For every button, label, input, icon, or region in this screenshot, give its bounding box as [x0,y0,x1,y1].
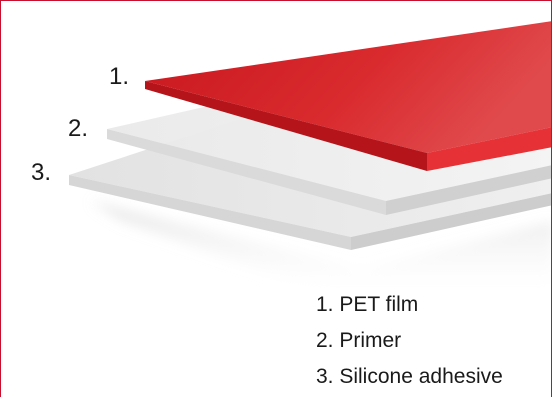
layer-2-side-edge [386,165,551,215]
layer-pet-film [145,21,551,171]
layer-2-front-edge [107,129,386,215]
layer-legend: 1. PET film 2. Primer 3. Silicone adhesi… [316,293,503,397]
legend-item-silicone-adhesive: 3. Silicone adhesive [316,365,503,388]
layer-3-number: 3. [31,159,52,186]
layer-1-number: 1. [109,63,130,90]
layer-1-top-face [145,21,551,153]
stack-shadow [91,201,551,301]
layer-1-side-edge [427,127,551,171]
layer-3-side-edge [351,193,551,250]
layer-1-front-edge [145,81,427,171]
legend-item-pet-film: 1. PET film [316,293,419,316]
layer-3-front-edge [69,175,351,250]
layer-2-number: 2. [68,115,89,142]
legend-item-primer: 2. Primer [316,329,402,352]
